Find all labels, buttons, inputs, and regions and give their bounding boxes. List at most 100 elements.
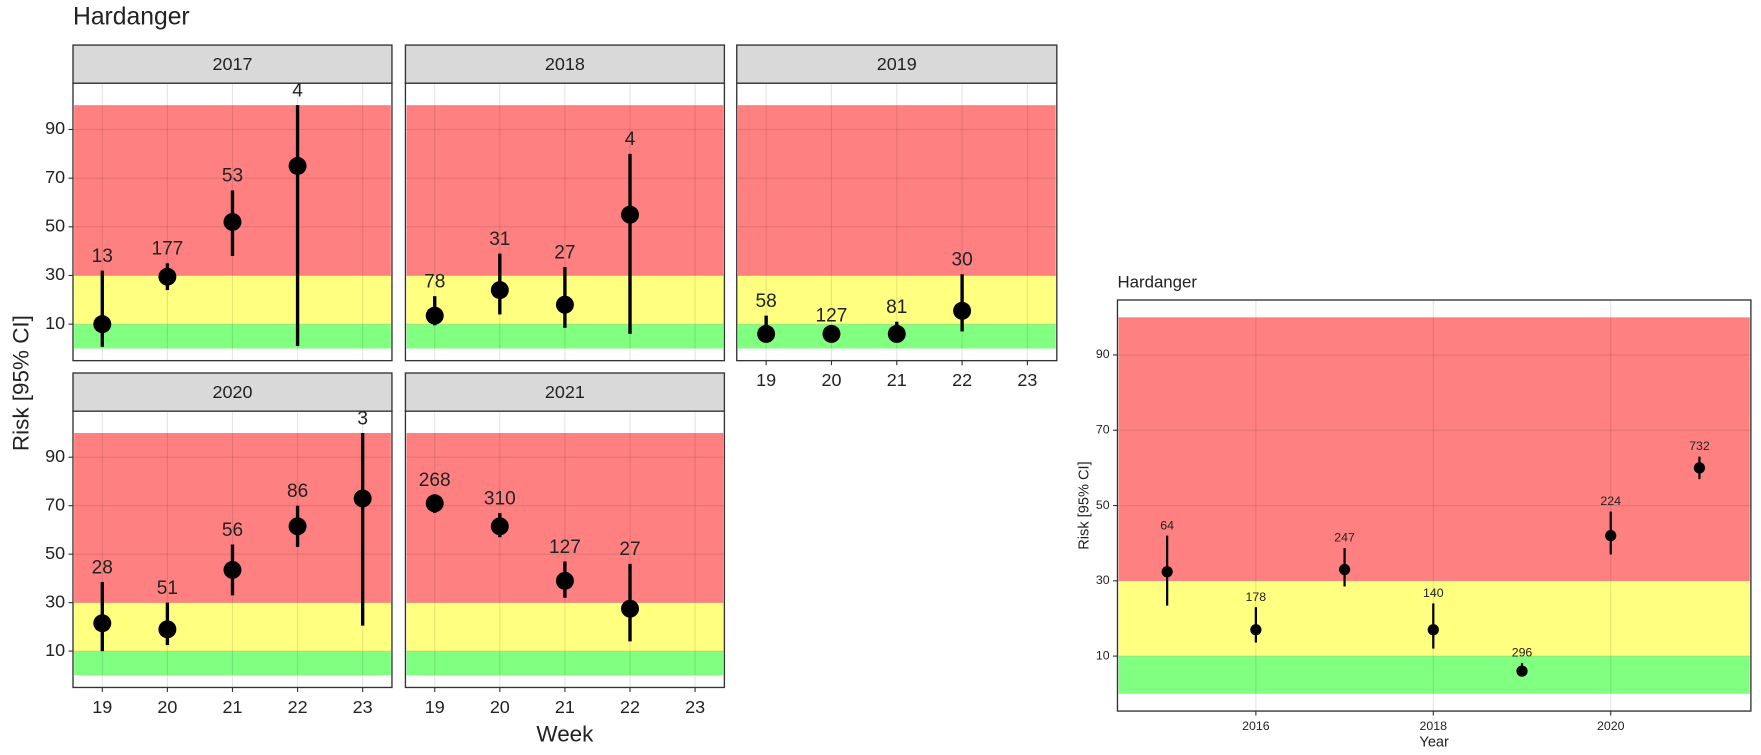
y-tick-label: 10 [45, 313, 65, 333]
point [887, 324, 906, 343]
x-tick-label: 20 [821, 370, 841, 390]
point [1605, 530, 1617, 542]
count-label: 247 [1334, 531, 1355, 545]
point [1338, 563, 1351, 576]
count-label: 13 [92, 246, 113, 267]
strip-label: 2019 [877, 54, 917, 74]
x-tick-label: 2016 [1242, 719, 1270, 733]
count-label: 27 [554, 242, 575, 263]
point [490, 281, 509, 300]
risk-band [74, 275, 391, 325]
x-tick-label: 21 [887, 370, 907, 390]
risk-band [406, 324, 724, 349]
count-label: 224 [1600, 494, 1621, 508]
x-tick-label: 23 [1017, 370, 1037, 390]
point [621, 205, 639, 224]
point [425, 494, 444, 513]
count-label: 51 [157, 578, 178, 599]
point [953, 301, 972, 320]
point [1427, 624, 1439, 636]
risk-band [74, 324, 391, 349]
strip-label: 2017 [213, 54, 253, 74]
risk-band [74, 651, 391, 676]
y-tick-label: 50 [45, 543, 65, 563]
x-axis-title: Year [1419, 734, 1449, 750]
y-tick-label: 90 [45, 446, 65, 466]
risk-band [406, 651, 724, 676]
count-label: 732 [1689, 439, 1710, 453]
count-label: 310 [484, 488, 516, 509]
y-axis-title: Risk [95% CI] [8, 315, 33, 451]
point [490, 517, 509, 536]
strip-label: 2020 [213, 382, 253, 402]
y-tick-label: 30 [1096, 573, 1110, 587]
panel-border [404, 82, 726, 362]
x-tick-label: 19 [425, 697, 445, 717]
y-tick-label: 30 [45, 591, 65, 611]
y-tick-label: 30 [45, 264, 65, 284]
x-axis-title: Week [536, 722, 594, 747]
x-tick-label: 22 [288, 697, 308, 717]
point [223, 560, 242, 579]
count-label: 3 [357, 408, 368, 429]
risk-band [737, 275, 1056, 325]
count-label: 127 [816, 306, 848, 327]
strip-label: 2018 [545, 54, 585, 74]
point [353, 489, 372, 508]
y-tick-label: 70 [45, 167, 65, 187]
risk-band [74, 602, 391, 652]
x-tick-label: 2018 [1420, 719, 1448, 733]
y-tick-label: 70 [45, 494, 65, 514]
x-tick-label: 22 [620, 697, 640, 717]
point [93, 614, 112, 633]
panel-border [72, 82, 393, 362]
point [555, 295, 574, 314]
x-tick-label: 23 [685, 697, 705, 717]
y-tick-label: 50 [45, 216, 65, 236]
y-axis-title: Risk [95% CI] [1077, 461, 1093, 549]
risk-band [406, 602, 724, 652]
count-label: 268 [419, 470, 451, 491]
y-tick-label: 90 [45, 118, 65, 138]
strip-label: 2021 [545, 382, 585, 402]
count-label: 4 [625, 129, 636, 150]
point [93, 315, 112, 334]
x-tick-label: 22 [952, 370, 972, 390]
chart-title: Hardanger [1117, 273, 1197, 292]
point [1693, 462, 1706, 474]
count-label: 127 [549, 537, 581, 558]
count-label: 78 [424, 272, 445, 293]
count-label: 296 [1512, 645, 1533, 659]
y-tick-label: 90 [1096, 347, 1110, 361]
count-label: 81 [886, 297, 907, 318]
x-tick-label: 20 [157, 697, 177, 717]
count-label: 58 [756, 291, 777, 312]
y-tick-label: 10 [45, 640, 65, 660]
count-label: 177 [151, 239, 183, 260]
point [621, 599, 639, 618]
strip [404, 372, 726, 412]
count-label: 30 [951, 250, 972, 271]
point [158, 267, 177, 286]
point [555, 571, 574, 590]
y-tick-label: 70 [1096, 423, 1110, 437]
risk-band [737, 105, 1056, 276]
x-tick-label: 21 [555, 697, 575, 717]
x-tick-label: 21 [222, 697, 242, 717]
point [158, 620, 177, 639]
x-tick-label: 19 [756, 370, 776, 390]
risk-band [1118, 317, 1750, 581]
risk-band [406, 105, 724, 276]
count-label: 178 [1246, 590, 1267, 604]
risk-band [1118, 656, 1750, 694]
x-tick-label: 19 [92, 697, 112, 717]
point [1250, 624, 1262, 636]
count-label: 53 [222, 166, 243, 187]
point [1516, 665, 1528, 677]
chart-title: Hardanger [73, 4, 190, 31]
point [1161, 566, 1173, 578]
x-tick-label: 20 [490, 697, 510, 717]
point [757, 324, 776, 343]
y-tick-label: 50 [1096, 498, 1110, 512]
